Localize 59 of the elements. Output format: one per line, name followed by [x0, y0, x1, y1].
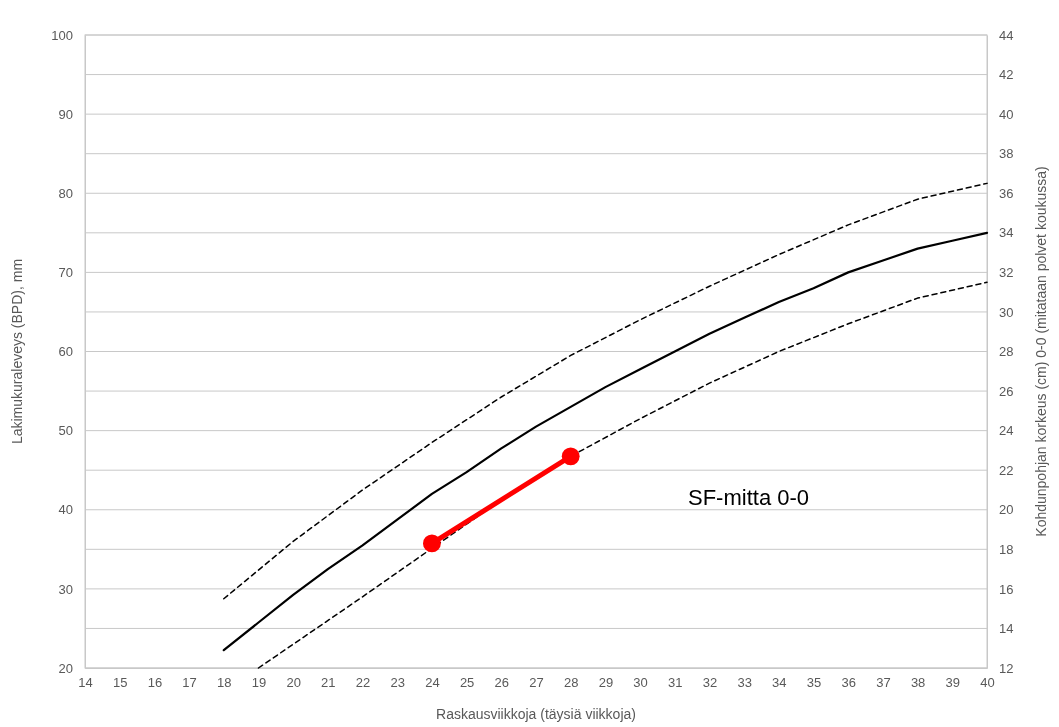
x-tick-label: 31	[668, 675, 683, 691]
x-tick-label: 25	[459, 675, 475, 691]
y-tick-label: 70	[58, 265, 73, 281]
annotation: SF-mitta 0-0	[688, 485, 810, 510]
y-axis-title: Lakimukuraleveys (BPD), mm	[9, 258, 25, 445]
line-series	[223, 182, 988, 600]
x-tick-label: 15	[112, 675, 128, 691]
y2-tick-label: 24	[999, 423, 1014, 439]
y2-tick-label: 34	[999, 225, 1014, 241]
y2-tick-label: 30	[999, 304, 1014, 320]
y2-tick-label: 36	[999, 185, 1014, 201]
y2-tick-label: 22	[999, 462, 1014, 478]
y2-tick-label: 38	[999, 146, 1014, 162]
y-tick-label: 60	[58, 344, 73, 360]
x-tick-label: 24	[425, 675, 440, 691]
x-tick-label: 36	[841, 675, 856, 691]
y2-tick-label: 40	[999, 106, 1014, 122]
x-tick-label: 23	[390, 675, 405, 691]
y2-tick-label: 20	[999, 502, 1014, 518]
line-series	[222, 231, 989, 652]
y2-tick-label: 12	[999, 660, 1014, 676]
x-axis-title: Raskausviikkoja (täysiä viikkoja)	[436, 706, 636, 722]
y-tick-label: 30	[58, 581, 73, 597]
x-tick-label: 28	[563, 675, 579, 691]
x-tick-label: 40	[980, 675, 995, 691]
x-tick-label: 32	[702, 675, 718, 691]
y2-axis-title: Kohdunpohjan korkeus (cm) 0-0 (mitataan polvet koukussa)	[1033, 166, 1049, 537]
y-tick-label: 50	[58, 423, 73, 439]
y2-tick-label: 26	[999, 383, 1014, 399]
y2-tick-label: 16	[999, 581, 1014, 597]
x-tick-label: 22	[355, 675, 371, 691]
x-tick-label: 38	[910, 675, 926, 691]
x-tick-label: 14	[78, 675, 93, 691]
x-tick-label: 34	[772, 675, 787, 691]
x-tick-label: 19	[251, 675, 267, 691]
x-tick-label: 30	[633, 675, 648, 691]
x-tick-label: 16	[147, 675, 163, 691]
x-tick-label: 39	[945, 675, 961, 691]
x-tick-label: 20	[286, 675, 301, 691]
x-tick-label: 26	[494, 675, 510, 691]
x-tick-label: 27	[529, 675, 544, 691]
x-tick-label: 29	[598, 675, 614, 691]
x-tick-label: 33	[737, 675, 752, 691]
y2-tick-label: 32	[999, 265, 1014, 281]
y2-tick-label: 14	[999, 621, 1014, 637]
y2-tick-label: 44	[999, 27, 1014, 43]
y2-tick-label: 28	[999, 344, 1014, 360]
x-tick-label: 17	[182, 675, 197, 691]
x-tick-label: 37	[876, 675, 891, 691]
y2-tick-label: 18	[999, 541, 1014, 557]
x-tick-label: 18	[217, 675, 232, 691]
y-tick-label: 20	[58, 660, 73, 676]
x-tick-label: 35	[806, 675, 822, 691]
y-tick-label: 40	[58, 502, 73, 518]
y-tick-label: 90	[58, 106, 73, 122]
y2-tick-label: 42	[999, 67, 1014, 83]
y-tick-label: 80	[58, 185, 73, 201]
y-tick-label: 100	[51, 27, 73, 43]
x-tick-label: 21	[321, 675, 336, 691]
